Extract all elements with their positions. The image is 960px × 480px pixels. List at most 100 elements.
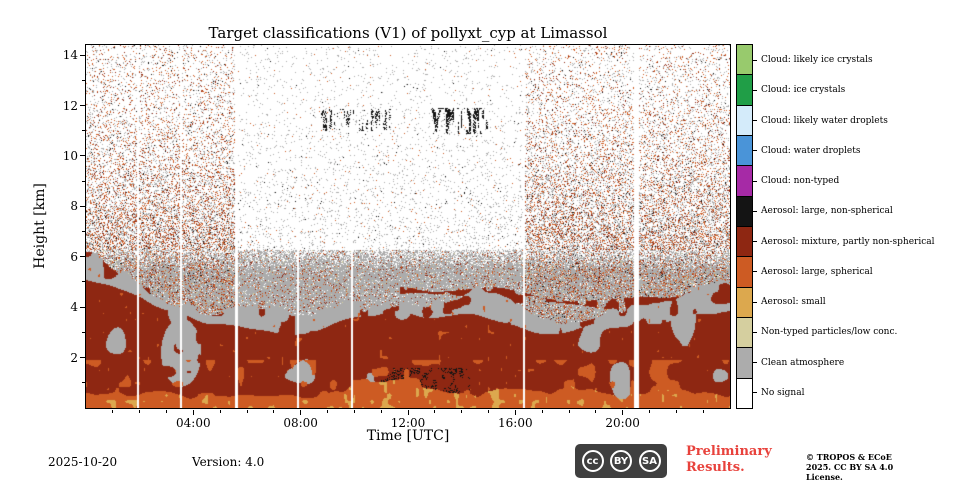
legend-tick-mark xyxy=(753,210,757,212)
y-axis-major-tick xyxy=(80,54,85,56)
x-tick-label: 08:00 xyxy=(283,416,318,430)
legend-tick-mark xyxy=(753,241,757,243)
legend-label: Aerosol: large, spherical xyxy=(761,266,873,277)
legend-label: Aerosol: small xyxy=(761,297,826,308)
x-axis-minor-tick xyxy=(246,410,248,413)
x-axis-major-tick xyxy=(622,410,624,415)
y-axis-minor-tick xyxy=(82,331,85,333)
x-axis-minor-tick xyxy=(541,410,543,413)
cc-by-icon: BY xyxy=(610,450,632,472)
x-axis-minor-tick xyxy=(139,410,141,413)
legend-label: Cloud: ice crystals xyxy=(761,85,846,96)
y-tick-label: 12 xyxy=(62,98,78,113)
y-axis-major-tick xyxy=(80,357,85,359)
legend-tick-mark xyxy=(753,59,757,61)
x-axis-minor-tick xyxy=(675,410,677,413)
class-colorbar xyxy=(736,44,753,409)
legend-swatch xyxy=(737,195,752,226)
legend-tick-mark xyxy=(753,392,757,394)
x-axis-minor-tick xyxy=(595,410,597,413)
legend-swatch xyxy=(737,104,752,135)
x-axis-minor-tick xyxy=(702,410,704,413)
y-axis-label: Height [km] xyxy=(32,183,48,269)
legend-swatch xyxy=(737,134,752,166)
legend-label: Cloud: likely ice crystals xyxy=(761,55,873,66)
y-tick-label: 10 xyxy=(62,148,78,163)
x-axis-minor-tick xyxy=(434,410,436,413)
x-tick-label: 20:00 xyxy=(605,416,640,430)
y-tick-label: 4 xyxy=(70,300,78,315)
x-axis-major-tick xyxy=(514,410,516,415)
legend-swatch xyxy=(737,347,752,378)
legend-swatch xyxy=(737,377,752,408)
y-axis-major-tick xyxy=(80,306,85,308)
y-axis-minor-tick xyxy=(82,180,85,182)
y-tick-label: 14 xyxy=(62,48,78,63)
x-axis-minor-tick xyxy=(649,410,650,413)
legend-tick-mark xyxy=(753,150,757,152)
legend-tick-mark xyxy=(753,271,757,273)
legend-tick-mark xyxy=(753,180,757,182)
legend-label: Aerosol: large, non-spherical xyxy=(761,206,893,217)
legend-label: Cloud: likely water droplets xyxy=(761,115,888,126)
legend-tick-mark xyxy=(753,120,757,122)
y-axis-major-tick xyxy=(80,205,85,207)
x-axis-major-tick xyxy=(192,410,194,415)
copyright-note: © TROPOS & ECoE 2025. CC BY SA 4.0 Licen… xyxy=(806,452,894,480)
legend-label: Clean atmosphere xyxy=(761,357,845,368)
y-tick-label: 2 xyxy=(70,350,78,365)
x-axis-minor-tick xyxy=(166,410,167,413)
x-axis-minor-tick xyxy=(488,410,489,413)
x-tick-label: 04:00 xyxy=(176,416,211,430)
y-axis-minor-tick xyxy=(82,79,85,81)
legend-swatch xyxy=(737,225,752,257)
x-tick-label: 12:00 xyxy=(390,416,426,430)
cc-license-badge[interactable]: cc BY SA xyxy=(575,444,667,478)
legend-swatch xyxy=(737,256,752,287)
x-axis-minor-tick xyxy=(568,410,570,413)
x-axis-minor-tick xyxy=(273,410,275,413)
cc-sa-icon: SA xyxy=(638,450,661,472)
y-axis-minor-tick xyxy=(82,231,85,233)
y-axis-minor-tick xyxy=(82,382,85,384)
x-axis-minor-tick xyxy=(219,410,221,413)
cc-logo-icon: cc xyxy=(581,450,604,472)
y-tick-label: 8 xyxy=(70,199,78,214)
x-axis-major-tick xyxy=(300,410,302,415)
x-axis-minor-tick xyxy=(461,410,463,413)
chart-title: Target classifications (V1) of pollyxt_c… xyxy=(208,24,608,42)
legend-tick-mark xyxy=(753,362,757,364)
y-axis-major-tick xyxy=(80,155,85,157)
y-axis-major-tick xyxy=(80,105,85,106)
plot-frame xyxy=(85,44,731,409)
legend-label: Cloud: non-typed xyxy=(761,176,840,187)
measurement-date: 2025-10-20 xyxy=(48,455,118,469)
x-axis-major-tick xyxy=(407,410,409,415)
legend-label: Non-typed particles/low conc. xyxy=(761,327,898,338)
legend-swatch xyxy=(737,165,752,196)
legend-swatch xyxy=(737,74,752,105)
legend-label: Cloud: water droplets xyxy=(761,145,861,156)
x-axis-minor-tick xyxy=(353,410,355,413)
y-axis-minor-tick xyxy=(82,130,85,132)
legend-tick-mark xyxy=(753,301,757,303)
y-axis-major-tick xyxy=(80,256,85,258)
version-label: Version: 4.0 xyxy=(192,455,265,469)
x-axis-minor-tick xyxy=(380,410,382,413)
x-tick-label: 16:00 xyxy=(498,416,533,430)
legend-swatch xyxy=(737,286,752,317)
legend-swatch xyxy=(737,45,752,75)
x-axis-label: Time [UTC] xyxy=(366,428,450,444)
x-axis-minor-tick xyxy=(112,410,114,413)
legend-label: No signal xyxy=(761,387,805,398)
legend-tick-mark xyxy=(753,89,757,91)
legend-swatch xyxy=(737,316,752,348)
preliminary-note: Preliminary Results. xyxy=(686,444,772,475)
legend-tick-mark xyxy=(753,331,757,333)
y-tick-label: 6 xyxy=(70,249,78,264)
classification-heatmap xyxy=(86,45,730,408)
legend-label: Aerosol: mixture, partly non-spherical xyxy=(761,236,935,247)
y-axis-minor-tick xyxy=(82,281,85,283)
x-axis-minor-tick xyxy=(327,410,328,413)
